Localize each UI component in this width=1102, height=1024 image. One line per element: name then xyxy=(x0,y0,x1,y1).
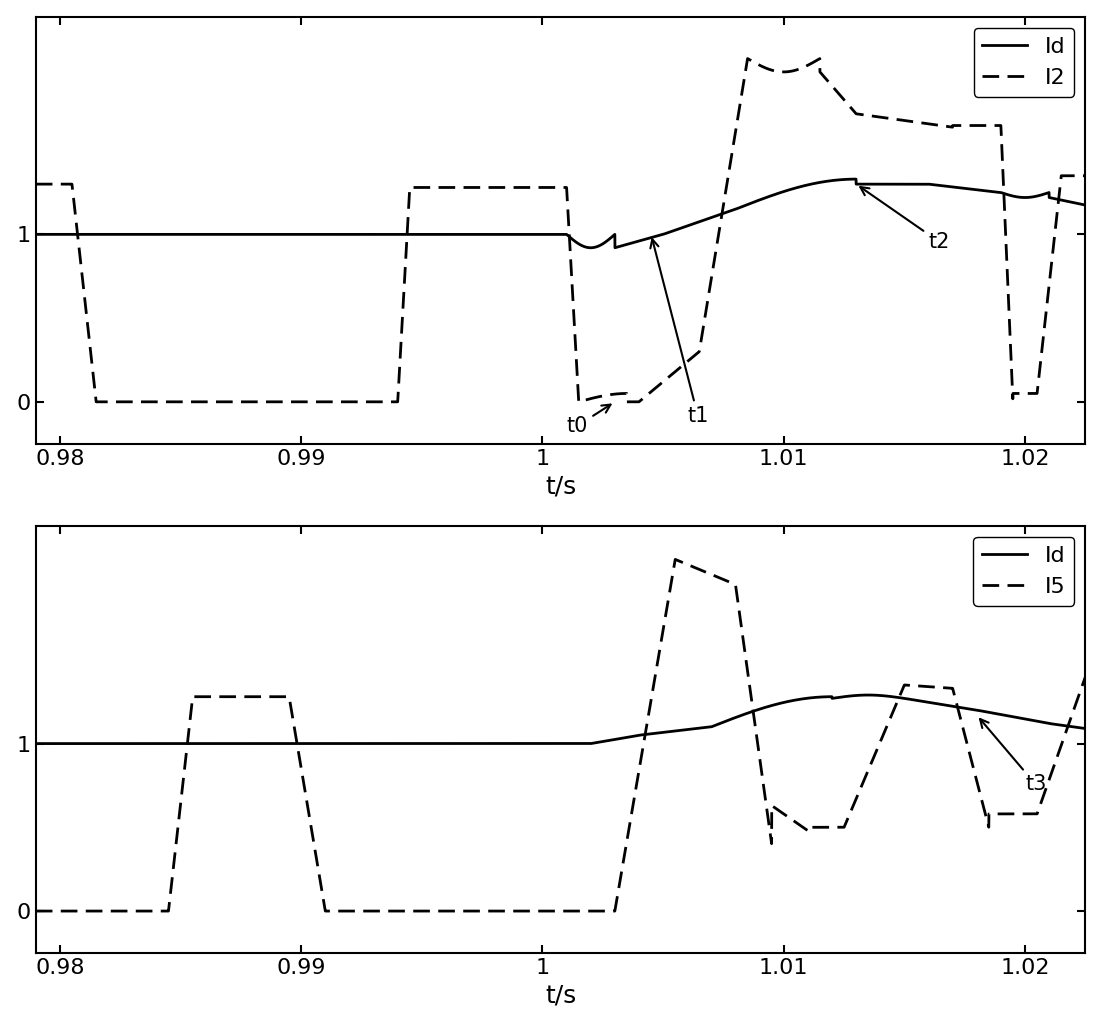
I2 xyxy=(83,338,96,350)
Legend: Id, I2: Id, I2 xyxy=(973,28,1074,96)
Id xyxy=(712,209,725,221)
Id xyxy=(29,228,42,241)
I2 xyxy=(883,113,896,125)
Id xyxy=(584,242,597,254)
I5 xyxy=(883,715,896,727)
Id xyxy=(850,173,863,185)
I5 xyxy=(83,905,96,918)
I5 xyxy=(712,571,725,584)
I5 xyxy=(665,578,678,590)
Line: Id: Id xyxy=(35,695,1102,743)
I2 xyxy=(741,52,754,65)
Id xyxy=(665,725,678,737)
I2 xyxy=(89,395,102,408)
Line: I5: I5 xyxy=(35,559,1102,911)
I5 xyxy=(29,905,42,918)
I5 xyxy=(825,821,839,834)
I5 xyxy=(418,905,431,918)
Id xyxy=(883,690,896,702)
Legend: Id, I5: Id, I5 xyxy=(973,537,1074,606)
I2 xyxy=(418,181,431,194)
I5 xyxy=(669,553,682,565)
Id xyxy=(883,178,896,190)
Text: t0: t0 xyxy=(566,404,611,436)
Text: t2: t2 xyxy=(861,187,950,252)
Id xyxy=(862,689,875,701)
Id xyxy=(29,737,42,750)
I2 xyxy=(712,231,725,244)
Id xyxy=(83,228,96,241)
I2 xyxy=(665,369,678,381)
X-axis label: t/s: t/s xyxy=(544,983,576,1008)
Text: t1: t1 xyxy=(650,240,709,426)
Id xyxy=(418,737,431,750)
Line: Id: Id xyxy=(35,179,1102,248)
X-axis label: t/s: t/s xyxy=(544,474,576,498)
Id xyxy=(418,228,431,241)
I2 xyxy=(29,178,42,190)
Line: I2: I2 xyxy=(35,58,1102,401)
Id xyxy=(825,690,839,702)
Id xyxy=(83,737,96,750)
Text: t3: t3 xyxy=(980,719,1047,795)
I2 xyxy=(825,80,839,92)
Id xyxy=(711,718,724,730)
Id xyxy=(825,174,839,186)
Id xyxy=(665,225,678,238)
